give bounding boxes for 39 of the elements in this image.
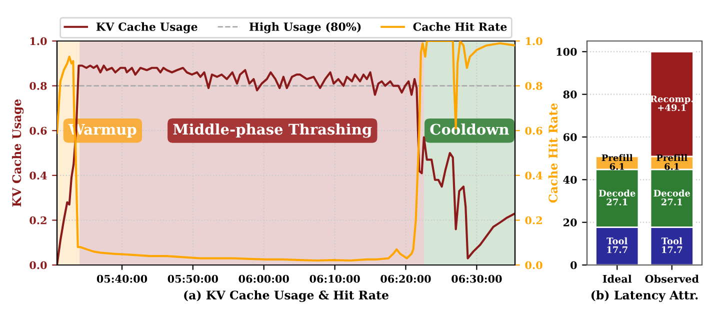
x-tick-label: 06:10:00 [310,274,360,283]
y-tick-label: 0 [570,261,577,270]
x-tick-label: Observed [645,274,699,283]
x-tick-label: 05:40:00 [96,274,148,283]
y-tick-label: 0.0 [30,261,47,270]
y-tick-label: 0.2 [30,216,46,224]
x-axis-title: (b) Latency Attr. [591,290,698,302]
data-label: Tool 17.7 [661,237,682,254]
y2-tick-label: 0.8 [525,82,542,90]
y-axis-title: KV Cache Usage [12,99,24,207]
band-label: Cooldown [430,124,509,135]
data-label: Decode 27.1 [654,190,690,206]
legend-label: High Usage (80%) [249,22,361,34]
y-tick-label: 40 [563,176,577,184]
y2-tick-label: 0.0 [525,261,542,270]
legend-label: KV Cache Usage [96,22,198,34]
y2-tick-label: 0.4 [525,172,542,180]
y-tick-label: 0.8 [30,82,47,90]
x-tick-label: 06:00:00 [238,274,289,283]
y2-tick-label: 0.2 [525,216,542,224]
y-tick-label: 60 [563,133,577,142]
y2-tick-label: 0.6 [525,126,542,135]
y-tick-label: 1.0 [30,37,47,46]
x-tick-label: Ideal [602,274,632,283]
y-tick-label: 0.4 [30,172,47,180]
y-tick-label: 0.6 [30,126,47,135]
x-tick-label: 06:20:00 [380,274,431,283]
y-tick-label: 80 [563,90,577,98]
y-tick-label: 100 [556,48,577,56]
y2-axis-title: Cache Hit Rate [548,103,558,203]
x-axis-title: (a) KV Cache Usage & Hit Rate [184,290,388,302]
legend-label: Cache Hit Rate [413,22,507,31]
y2-tick-label: 1.0 [526,37,542,46]
y-tick-label: 20 [563,218,577,226]
data-label: Tool 17.7 [606,237,628,254]
band-label: Middle-phase Thrashing [173,123,372,138]
x-tick-label: 06:30:00 [452,274,502,283]
data-label: Decode 27.1 [598,190,636,206]
x-tick-label: 05:50:00 [168,274,218,283]
